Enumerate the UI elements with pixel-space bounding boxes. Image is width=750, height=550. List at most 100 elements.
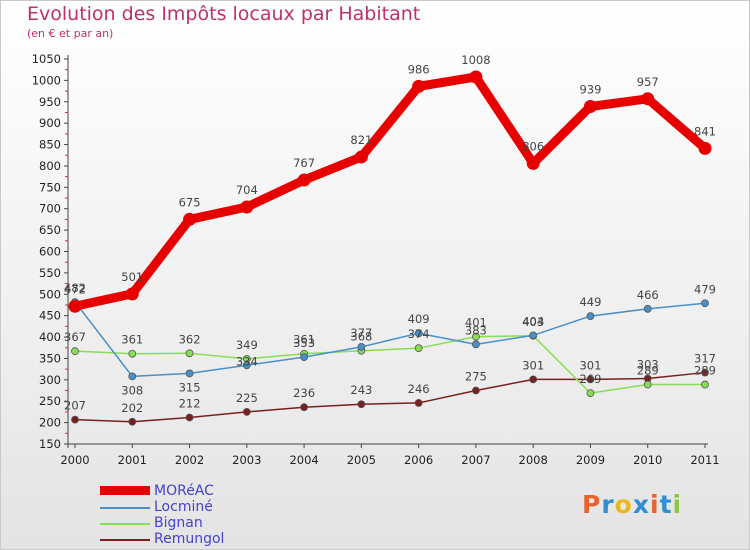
data-label: 404	[522, 314, 544, 328]
legend-label-remungol: Remungol	[154, 531, 225, 547]
data-label: 353	[293, 336, 315, 350]
data-point	[240, 200, 254, 214]
data-label: 349	[236, 338, 258, 352]
data-label: 675	[179, 195, 201, 209]
data-point	[414, 399, 423, 407]
data-point	[643, 380, 652, 389]
data-label: 361	[293, 333, 315, 347]
data-label: 367	[64, 330, 86, 344]
data-label: 317	[694, 352, 716, 366]
data-point	[414, 329, 423, 338]
legend-swatch-remungol	[100, 539, 150, 541]
data-label: 207	[64, 399, 86, 413]
data-label: 301	[579, 358, 601, 372]
data-label: 212	[179, 396, 201, 410]
data-point	[71, 415, 79, 424]
x-tick-label: 2001	[118, 453, 147, 467]
x-tick-label: 2005	[347, 453, 376, 467]
logo-letter: P	[582, 490, 602, 519]
y-tick-label: 400	[39, 330, 61, 344]
data-label: 501	[121, 270, 143, 284]
data-label: 383	[465, 323, 487, 337]
data-point	[68, 299, 82, 313]
data-point	[701, 380, 709, 389]
logo-letter: i	[650, 490, 660, 519]
y-tick-label: 950	[39, 95, 61, 109]
data-label: 289	[694, 364, 716, 378]
data-point	[185, 369, 194, 378]
data-label: 939	[579, 82, 601, 96]
data-label: 334	[236, 354, 258, 368]
data-point	[354, 150, 368, 164]
data-point	[357, 400, 366, 409]
x-tick-label: 2010	[633, 453, 662, 467]
data-point	[128, 372, 137, 381]
data-label: 202	[121, 401, 143, 415]
data-label: 361	[121, 333, 143, 347]
data-label: 225	[236, 391, 258, 405]
data-point	[242, 361, 251, 370]
legend-item-locmine[interactable]: Locminé	[100, 499, 320, 516]
legend-item-moreac[interactable]: MORéAC	[100, 483, 320, 500]
data-label: 479	[694, 282, 716, 296]
data-label: 269	[579, 372, 601, 386]
y-tick-label: 500	[39, 287, 61, 301]
data-point	[526, 156, 540, 170]
data-label: 466	[637, 288, 659, 302]
series-line-locminé	[74, 301, 706, 378]
data-label: 401	[465, 316, 487, 330]
data-point	[643, 304, 652, 313]
data-label: 315	[179, 380, 201, 394]
data-point	[472, 340, 480, 349]
x-tick-label: 2009	[576, 453, 605, 467]
data-label: 986	[408, 62, 430, 76]
data-point	[357, 342, 366, 351]
data-point	[586, 312, 595, 320]
legend-item-remungol[interactable]: Remungol	[100, 531, 320, 548]
legend-item-bignan[interactable]: Bignan	[100, 515, 320, 532]
data-point	[128, 417, 137, 426]
y-tick-label: 650	[39, 223, 61, 237]
logo-letter: r	[601, 490, 615, 519]
data-label: 409	[408, 312, 430, 326]
y-tick-label: 350	[39, 351, 61, 365]
data-point	[472, 386, 480, 395]
data-label: 236	[293, 386, 315, 400]
x-tick-label: 2006	[404, 453, 433, 467]
y-tick-label: 200	[39, 416, 61, 430]
y-tick-label: 900	[39, 116, 61, 130]
legend-swatch-moreac	[100, 486, 150, 495]
data-label: 403	[522, 315, 544, 329]
data-label: 289	[637, 364, 659, 378]
data-point	[583, 99, 597, 113]
data-label: 449	[579, 295, 601, 309]
x-tick-label: 2011	[690, 453, 719, 467]
y-tick-label: 750	[39, 180, 61, 194]
series-line-moréac	[70, 72, 710, 311]
legend-label-locmine: Locminé	[154, 499, 213, 515]
y-tick-label: 550	[39, 266, 61, 280]
data-point	[300, 403, 308, 412]
line-chart: 150 200 250 300 350 400 450 500 550 600 650 700 750 8…	[32, 52, 720, 467]
x-tick-label: 2002	[175, 453, 204, 467]
data-label: 243	[350, 383, 372, 397]
data-point	[472, 332, 480, 341]
data-point	[297, 173, 311, 187]
data-label: 362	[179, 332, 201, 346]
data-point	[414, 344, 423, 353]
data-label: 806	[522, 139, 544, 153]
data-label: 377	[350, 326, 372, 340]
data-point	[586, 389, 595, 397]
logo-letter: o	[614, 490, 633, 519]
data-label: 841	[694, 124, 716, 138]
y-tick-label: 600	[39, 245, 61, 259]
x-tick-label: 2003	[232, 453, 261, 467]
data-point	[641, 92, 655, 106]
logo-letter: t	[659, 490, 673, 519]
data-point	[300, 353, 308, 362]
x-tick-label: 2004	[289, 453, 318, 467]
x-tick-label: 2000	[60, 453, 89, 467]
data-point	[185, 349, 194, 358]
data-point	[128, 349, 137, 358]
